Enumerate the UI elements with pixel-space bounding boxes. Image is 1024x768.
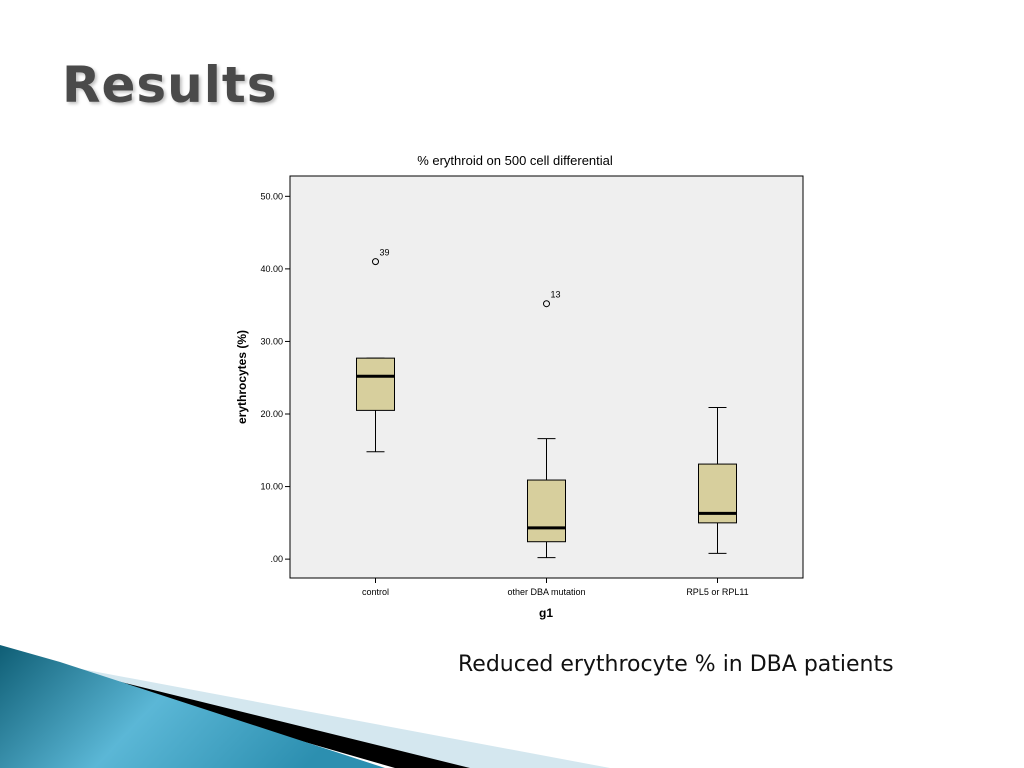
y-axis-ticks: .00 10.00 20.00 30.00 40.00 50.00: [260, 191, 290, 564]
slide-caption: Reduced erythrocyte % in DBA patients: [458, 652, 894, 677]
decor-blue-band: [0, 645, 385, 768]
box-iqr: [356, 357, 395, 411]
outlier-point: [372, 258, 379, 266]
outlier-label: 13: [551, 290, 561, 300]
x-axis-label: g1: [539, 606, 553, 620]
outlier-label: 39: [380, 248, 390, 258]
y-tick-label: 50.00: [260, 191, 283, 201]
y-tick-label: 40.00: [260, 264, 283, 274]
outlier-point: [543, 300, 550, 308]
slide-title: Results: [62, 56, 278, 114]
x-tick-label: RPL5 or RPL11: [686, 587, 748, 597]
y-tick-label: .00: [270, 554, 283, 564]
y-tick-label: 30.00: [260, 336, 283, 346]
box-plot-chart: % erythroid on 500 cell differential .00…: [235, 153, 804, 620]
decor-pale-band: [50, 665, 610, 768]
x-tick-label: other DBA mutation: [507, 587, 585, 597]
x-tick-label: control: [362, 587, 389, 597]
x-axis-ticks: control other DBA mutation RPL5 or RPL11: [362, 578, 749, 597]
box-series: 39 13: [356, 248, 737, 559]
y-tick-label: 10.00: [260, 482, 283, 492]
y-tick-label: 20.00: [260, 409, 283, 419]
chart-title: % erythroid on 500 cell differential: [417, 153, 613, 168]
box-iqr: [527, 479, 566, 543]
y-axis-label: erythrocytes (%): [235, 330, 249, 424]
